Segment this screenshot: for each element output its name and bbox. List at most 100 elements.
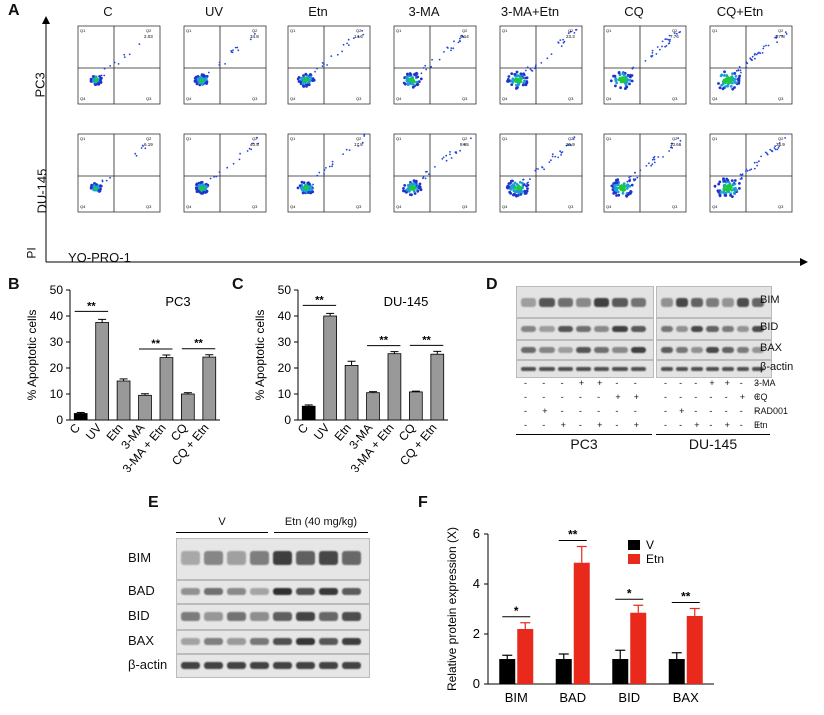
plot-frame (183, 133, 267, 213)
event-dot (746, 62, 749, 65)
event-dot (559, 39, 562, 41)
event-dot (750, 58, 752, 61)
band (736, 326, 749, 332)
event-dot (650, 55, 652, 57)
blot-e-strip-0 (176, 538, 370, 580)
band (181, 587, 200, 596)
blot-d-strip-3-1 (656, 360, 772, 378)
b-sig-mark: ** (87, 300, 96, 312)
event-dot (572, 138, 575, 140)
event-dot (442, 156, 445, 159)
event-dot (560, 45, 563, 47)
event-dot (668, 40, 671, 43)
event-dot (526, 66, 529, 69)
plot-frame (183, 25, 267, 105)
band (181, 637, 200, 646)
event-dot (667, 38, 670, 41)
event-dot (453, 40, 455, 43)
event-dot (95, 183, 98, 186)
treatment-sign: + (754, 420, 761, 430)
band (557, 347, 573, 353)
treatment-sign: - (679, 378, 683, 388)
event-dot (302, 76, 306, 80)
band (521, 366, 537, 372)
event-dot (614, 78, 618, 82)
c-ytick-label: 0 (284, 413, 291, 427)
event-dot (516, 74, 519, 78)
event-dot (328, 165, 331, 168)
event-dot (128, 53, 131, 56)
treatment-sign: - (560, 378, 564, 388)
event-dot (310, 190, 313, 194)
event-dot (346, 42, 348, 45)
event-dot (535, 167, 538, 170)
f-ytick-label: 4 (473, 576, 480, 591)
band (661, 347, 674, 353)
event-dot (409, 79, 413, 82)
band (594, 297, 610, 307)
q2-value: 10.66 (670, 142, 682, 147)
blot-e-label-0: BIM (128, 550, 152, 565)
c-ylabel: % Apoptotic cells (253, 310, 267, 401)
event-dot (321, 62, 324, 64)
band (691, 326, 704, 332)
f-sig-mark: * (514, 604, 519, 618)
event-dot (653, 161, 656, 164)
event-dot (612, 74, 616, 78)
event-dot (612, 192, 616, 195)
treatment-sign: - (679, 392, 683, 402)
event-dot (310, 74, 313, 77)
event-dot (730, 188, 734, 192)
quadrant-label-q1: Q1 (606, 136, 612, 141)
treatment-sign: - (524, 420, 527, 430)
event-dot (722, 190, 726, 194)
condition-header-2: Etn (308, 4, 328, 19)
event-dot (357, 35, 360, 38)
quadrant-label-q3: Q3 (672, 204, 678, 209)
f-legend-swatch-1 (628, 554, 640, 564)
treatment-sign: + (633, 420, 639, 430)
b-ylabel: % Apoptotic cells (25, 310, 39, 401)
event-dot (509, 192, 513, 195)
condition-header-0: C (103, 4, 113, 19)
event-dot (519, 72, 523, 76)
event-dot (739, 69, 742, 72)
event-dot (254, 33, 256, 35)
c-ytick-label: 30 (278, 335, 292, 349)
treatment-sign: - (664, 420, 667, 430)
event-dot (741, 173, 744, 176)
event-dot (413, 72, 417, 76)
c-bar-6 (430, 353, 445, 421)
band (676, 347, 689, 353)
f-bar-v-1 (555, 659, 572, 684)
event-dot (523, 79, 526, 83)
event-dot (470, 137, 472, 140)
event-dot (443, 51, 445, 53)
event-dot (200, 78, 203, 82)
quadrant-label-q2: Q2 (672, 28, 678, 33)
event-dot (512, 193, 515, 197)
event-dot (101, 179, 104, 182)
q2-value: 27.8 (776, 34, 785, 39)
band (612, 347, 628, 353)
event-dot (103, 67, 106, 70)
quadrant-label-q1: Q1 (606, 28, 612, 33)
event-dot (331, 160, 334, 163)
event-dot (195, 82, 199, 86)
event-dot (195, 182, 199, 186)
event-dot (405, 76, 408, 80)
group-underline-1 (656, 434, 770, 435)
event-dot (316, 67, 318, 70)
event-dot (767, 44, 770, 47)
blot-d-strip-0-1 (656, 286, 772, 318)
f-bar-etn-2 (630, 612, 647, 684)
event-dot (745, 170, 747, 173)
treatment-sign: + (724, 378, 730, 388)
event-dot (412, 83, 416, 86)
band (721, 326, 734, 332)
event-dot (459, 149, 461, 152)
event-dot (523, 189, 527, 193)
event-dot (521, 181, 524, 185)
